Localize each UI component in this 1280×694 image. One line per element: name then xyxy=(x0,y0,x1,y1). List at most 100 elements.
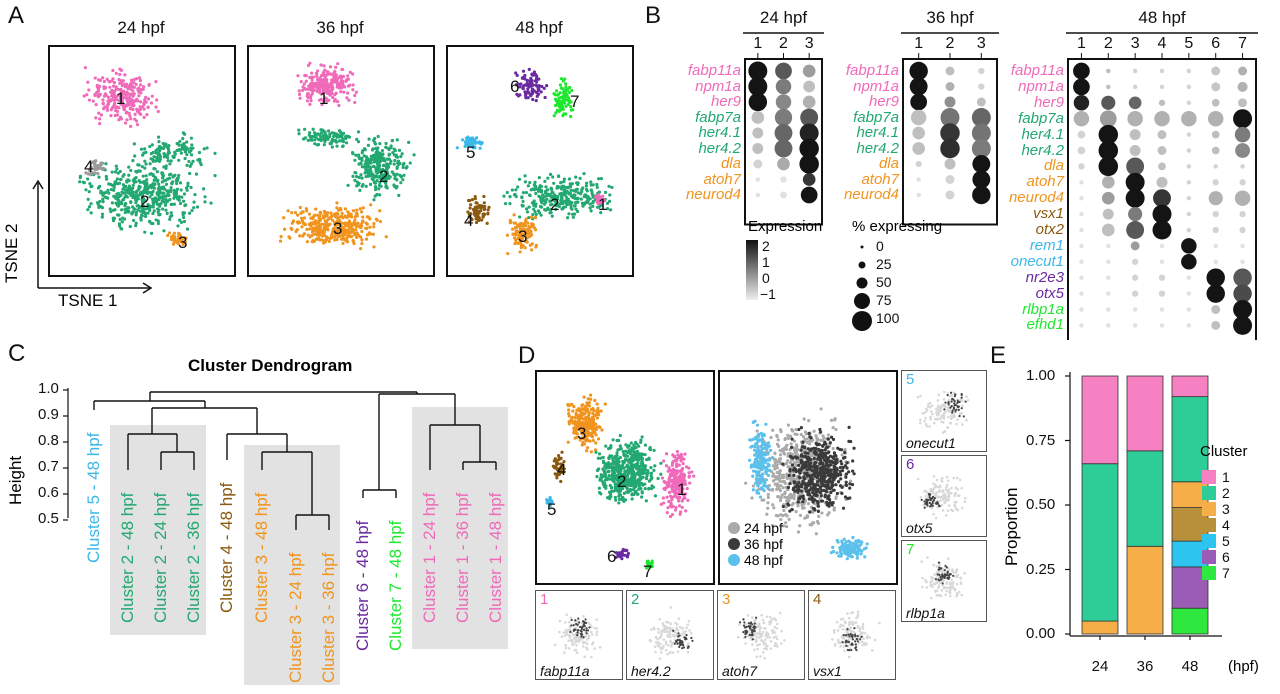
dotplot-dot xyxy=(1073,110,1090,127)
dotplot-dot xyxy=(1132,307,1138,312)
dotplot-dot xyxy=(1130,241,1140,251)
tsne-24-scatter xyxy=(78,65,217,246)
dotplot-dot xyxy=(1239,179,1246,186)
proportion-legend-label: 2 xyxy=(1222,485,1230,501)
dotplot-dot xyxy=(972,170,991,189)
proportion-legend-swatch xyxy=(1202,518,1216,532)
dotplot-dot xyxy=(1206,284,1225,303)
panel-label-a: A xyxy=(8,2,25,29)
cell-cluster xyxy=(916,390,970,434)
dotplot-dot xyxy=(1186,275,1192,280)
dotplot-dot xyxy=(1156,176,1168,188)
dotplot-dot xyxy=(1211,146,1220,155)
dotplot-dot xyxy=(1125,172,1145,192)
dotplot-dot xyxy=(1099,110,1117,128)
dotplot-dot xyxy=(1131,290,1139,297)
gene-label: nr2e3 xyxy=(1025,268,1064,286)
pct-legend-dot xyxy=(856,277,868,289)
cell-cluster xyxy=(841,627,863,652)
proportion-xlabel: (hpf) xyxy=(1228,658,1259,675)
tsne-axis-arrows xyxy=(32,179,153,294)
dotplot-dot xyxy=(944,158,956,170)
cell-cluster xyxy=(78,159,217,235)
feature-cluster-number: 7 xyxy=(906,541,915,558)
dotplot-dot xyxy=(1186,227,1192,233)
dotplot-dot xyxy=(1154,110,1170,127)
cell-cluster xyxy=(341,134,416,202)
dotplot-dot xyxy=(1131,258,1139,265)
dotplot-col-label: 6 xyxy=(1211,35,1221,52)
dendro-highlight xyxy=(110,425,206,635)
dotplot-group-title: 36 hpf xyxy=(926,8,974,27)
dotplot-dot xyxy=(1131,274,1139,281)
proportion-ytick: 0.75 xyxy=(1026,431,1056,449)
expression-legend-tick: 1 xyxy=(762,254,770,270)
cell-cluster xyxy=(297,127,361,149)
timepoint-tsne-scatter xyxy=(744,407,869,561)
dotplot-dot xyxy=(1152,220,1172,240)
gene-label: onecut1 xyxy=(1010,252,1064,270)
gene-label: fabp7a xyxy=(695,108,741,126)
gene-label: fabp11a xyxy=(845,62,899,79)
dotplot-group-title: 24 hpf xyxy=(759,8,808,27)
tsne-24-plot: 1 4 2 3 xyxy=(48,45,236,277)
dotplot-dot xyxy=(1158,274,1166,281)
dotplot-dot xyxy=(1101,175,1115,189)
tsne-36-plot: 1 2 3 xyxy=(247,45,435,277)
gene-label: fabp7a xyxy=(853,108,899,126)
dotplot-dot xyxy=(1181,110,1197,127)
cell-cluster xyxy=(552,77,575,119)
dotplot-dot xyxy=(912,126,925,140)
proportion-xtick: 36 xyxy=(1136,658,1154,675)
proportion-legend-label: 7 xyxy=(1222,565,1230,581)
tsne-48-label: 5 xyxy=(466,143,476,162)
dotplot-dot xyxy=(910,93,928,111)
gene-label: her9 xyxy=(868,93,899,110)
dotplot-dot xyxy=(775,94,792,110)
dotplot-dot xyxy=(1159,84,1165,90)
dotplot-dot xyxy=(1073,78,1090,96)
gene-label: neurod4 xyxy=(685,186,741,203)
pct-legend-tick: 50 xyxy=(876,274,892,290)
feature-cluster-number: 4 xyxy=(813,591,822,608)
dotplot-dot xyxy=(1159,68,1165,74)
dotplot-dot xyxy=(1079,195,1084,201)
cell-cluster xyxy=(278,201,388,251)
gene-label: efhd1 xyxy=(1026,316,1064,334)
dotplot-dot xyxy=(1186,84,1192,90)
dotplot-dot xyxy=(1213,164,1218,169)
gene-label: neurod4 xyxy=(843,186,899,203)
cell-cluster xyxy=(566,393,607,454)
combined-label: 7 xyxy=(643,562,653,581)
gene-label: neurod4 xyxy=(1008,189,1064,207)
gene-label: atoh7 xyxy=(1026,173,1064,191)
proportion-legend-label: 4 xyxy=(1222,517,1230,533)
cell-cluster xyxy=(748,419,775,499)
cell-cluster xyxy=(594,433,663,505)
gene-label: her4.1 xyxy=(698,124,741,141)
proportion-legend-label: 5 xyxy=(1222,533,1230,549)
dotplot-col-label: 2 xyxy=(945,35,955,52)
feature-plot: 1 fabp11a xyxy=(535,590,623,680)
dendrogram-svg xyxy=(63,388,508,685)
dotplot-dot xyxy=(774,139,793,158)
feature-plot-scatter xyxy=(830,610,881,659)
dotplot-dot xyxy=(910,109,927,126)
pct-legend-dot xyxy=(852,311,872,331)
expression-colorbar xyxy=(746,240,758,300)
pct-legend-tick: 100 xyxy=(876,310,900,326)
cell-cluster xyxy=(916,475,967,520)
dotplot-dot xyxy=(1079,180,1084,185)
feature-cluster-number: 1 xyxy=(540,591,549,608)
cell-cluster xyxy=(920,556,966,600)
dotplot-dot xyxy=(1211,320,1221,330)
dotplot-dot xyxy=(1234,126,1251,143)
feature-cluster-number: 5 xyxy=(906,371,915,388)
dotplot-dot xyxy=(1211,130,1220,139)
dotplot-dot xyxy=(1153,189,1171,208)
dotplot-col-label: 7 xyxy=(1238,35,1248,52)
dotplot-dot xyxy=(1159,243,1165,249)
dotplot-dot xyxy=(1212,179,1219,186)
dotplot-dot xyxy=(748,92,768,112)
dotplot-dot xyxy=(971,108,991,127)
